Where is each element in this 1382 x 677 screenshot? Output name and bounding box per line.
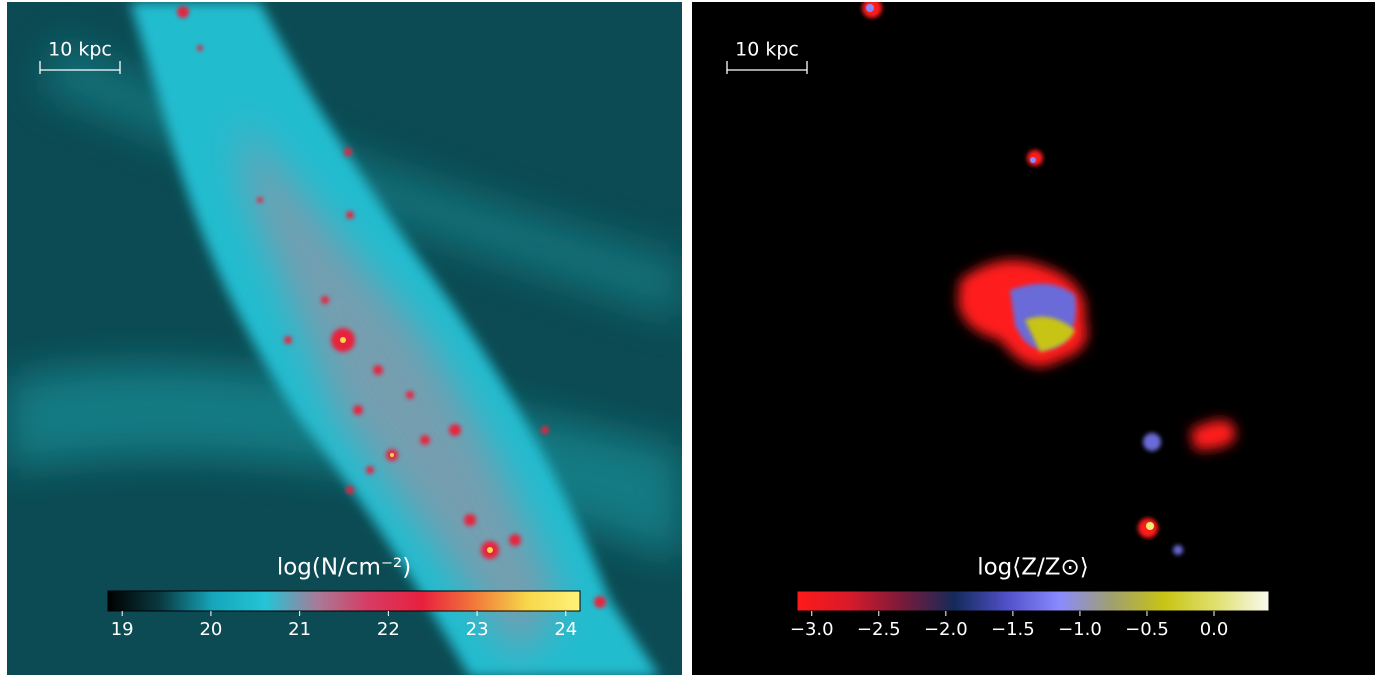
colorbar-label: log⟨Z/Z⊙⟩ <box>977 555 1089 581</box>
metallicity-map <box>692 2 1375 675</box>
scale-label: 10 kpc <box>735 39 799 61</box>
colorbar-tick-label: 20 <box>199 619 222 640</box>
colorbar-tick-label: 23 <box>466 619 489 640</box>
colorbar-tick-label: −0.5 <box>1125 619 1169 640</box>
scale-label: 10 kpc <box>48 39 112 61</box>
colorbar-tick-label: 22 <box>377 619 400 640</box>
colorbar-tick-label: 24 <box>554 619 577 640</box>
colorbar-tick-label: −3.0 <box>790 619 834 640</box>
colorbar-tick-label: −1.0 <box>1058 619 1102 640</box>
colorbar-tick-label: −1.5 <box>991 619 1035 640</box>
colorbar-tick-label: −2.5 <box>857 619 901 640</box>
colorbar-label: log(N/cm⁻²) <box>277 555 411 581</box>
colorbar-tick-label: 21 <box>288 619 311 640</box>
density-map <box>7 2 682 675</box>
colorbar-tick-label: 0.0 <box>1200 619 1229 640</box>
colorbar-tick-label: 19 <box>111 619 134 640</box>
colorbar-tick-label: −2.0 <box>924 619 968 640</box>
colorbar <box>796 590 1270 612</box>
colorbar <box>107 590 581 612</box>
